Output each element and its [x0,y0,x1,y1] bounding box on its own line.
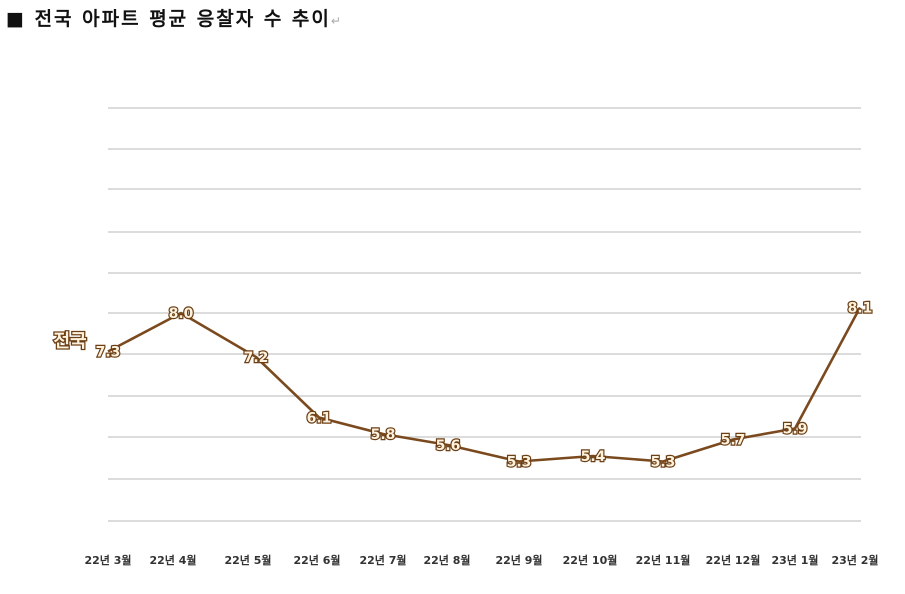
data-label: 5.6 [436,438,461,454]
data-label: 5.7 [721,433,746,449]
x-tick-label: 22년 10월 [563,553,618,567]
data-label: 7.3 [96,345,121,361]
x-tick-label: 23년 2월 [831,553,878,567]
data-label: 5.3 [507,455,532,471]
x-tick-label: 22년 12월 [706,553,761,567]
data-label: 5.8 [371,427,396,443]
x-tick-label: 22년 11월 [636,553,691,567]
series-line-national [107,306,862,463]
x-tick-label: 22년 8월 [423,553,470,567]
x-tick-label: 22년 6월 [293,553,340,567]
data-label: 5.9 [783,422,808,438]
x-tick-label: 23년 1월 [771,553,818,567]
x-tick-label: 22년 9월 [495,553,542,567]
x-tick-label: 22년 7월 [359,553,406,567]
data-label: 5.3 [651,455,676,471]
gridlines [108,107,861,522]
data-label: 6.1 [307,411,332,427]
series-name-label: 전국 [53,331,86,352]
data-label: 7.2 [244,350,269,366]
title-text: ■ 전국 아파트 평균 응찰자 수 추이 [6,8,331,30]
x-tick-label: 22년 4월 [149,553,196,567]
data-label: 8.0 [169,306,194,322]
data-labels: 7.3 8.0 7.2 6.1 5.8 5.6 5.3 5.4 5.3 5.7 5.9 8.1 [94,299,873,471]
x-tick-label: 22년 3월 [84,553,131,567]
x-axis-ticks: 22년 3월 22년 4월 22년 5월 22년 6월 22년 7월 22년 8월 22년 … [84,553,878,567]
data-label: 8.1 [848,301,873,317]
chart-title: ■ 전국 아파트 평균 응찰자 수 추이↵ [6,4,341,31]
data-label: 5.4 [581,449,606,465]
x-tick-label: 22년 5월 [224,553,271,567]
paragraph-mark-icon: ↵ [330,14,341,28]
